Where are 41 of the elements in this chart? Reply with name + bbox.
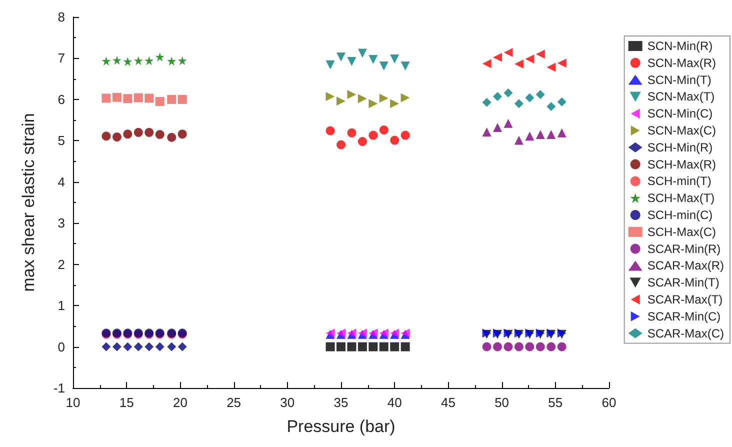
y-tick-label: 3 <box>58 216 65 231</box>
x-tick-label: 55 <box>548 395 563 410</box>
x-tick-label: 35 <box>334 395 348 410</box>
legend-label: SCN-Min(T) <box>647 72 712 87</box>
legend-label: SCAR-Min(T) <box>647 276 720 290</box>
legend-label: SCH-Max(R) <box>647 157 716 172</box>
x-tick-label: 25 <box>226 395 242 410</box>
x-tick-label: 20 <box>172 395 188 410</box>
legend-label: SCN-Min(R) <box>647 39 713 53</box>
y-axis-title: max shear elastic strain <box>19 113 38 292</box>
y-tick-label: 5 <box>58 133 65 148</box>
y-tick-label: 4 <box>58 174 65 190</box>
x-tick-label: 60 <box>602 395 616 410</box>
legend-label: SCN-Max(R) <box>647 56 716 70</box>
legend-label: SCH-Max(C) <box>647 224 716 239</box>
y-tick-label: -1 <box>53 380 65 396</box>
legend-label: SCH-min(T) <box>647 174 712 188</box>
y-tick-label: 6 <box>58 92 65 107</box>
legend-label: SCN-Max(C) <box>647 124 716 138</box>
legend-label: SCAR-Max(C) <box>647 326 724 340</box>
x-axis-title: Pressure (bar) <box>286 417 396 436</box>
x-tick-label: 40 <box>387 395 402 410</box>
y-tick-label: 0 <box>58 339 65 354</box>
y-tick-label: 8 <box>58 10 65 24</box>
legend-label: SCH-Max(T) <box>647 191 715 206</box>
legend-label: SCAR-Max(R) <box>647 258 724 273</box>
x-tick-label: 15 <box>119 395 134 410</box>
y-tick-label: 1 <box>58 298 65 314</box>
legend-label: SCN-Max(T) <box>647 90 715 104</box>
legend-label: SCAR-Min(R) <box>647 242 721 256</box>
x-tick-label: 30 <box>280 395 295 410</box>
legend-label: SCH-min(C) <box>647 208 713 222</box>
legend-label: SCAR-Max(T) <box>647 292 723 306</box>
x-tick-label: 10 <box>66 395 80 410</box>
legend-label: SCN-Min(C) <box>647 106 713 121</box>
y-tick-label: 2 <box>58 256 65 272</box>
legend-label: SCAR-Min(C) <box>647 309 721 324</box>
legend-label: SCH-Min(R) <box>647 140 713 154</box>
y-tick-label: 7 <box>58 50 65 66</box>
x-tick-label: 45 <box>440 395 456 410</box>
x-tick-label: 50 <box>494 395 510 410</box>
